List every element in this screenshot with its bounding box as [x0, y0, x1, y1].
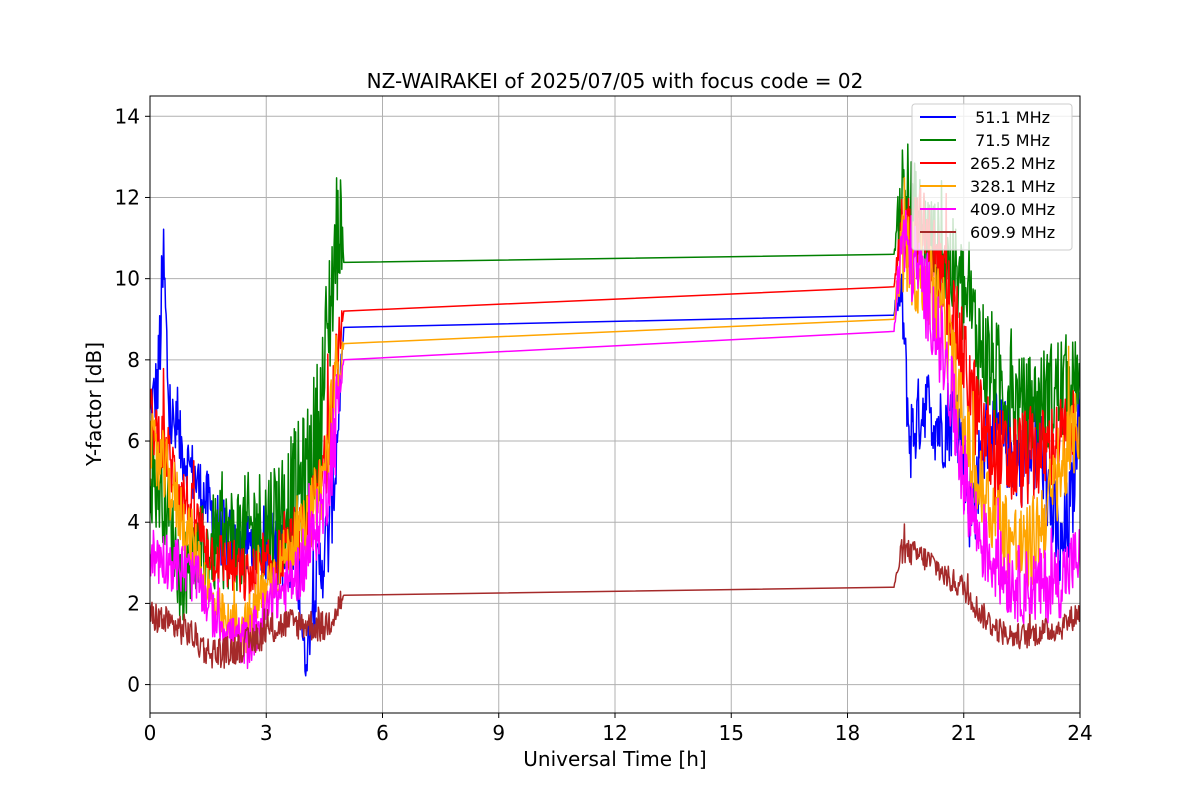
- x-tick-label: 3: [260, 721, 273, 745]
- x-tick-label: 15: [719, 721, 744, 745]
- y-tick-label: 14: [115, 104, 140, 128]
- series-line: [150, 209, 1080, 670]
- y-tick-label: 8: [127, 348, 140, 372]
- y-tick-label: 2: [127, 591, 140, 615]
- y-tick-label: 0: [127, 673, 140, 697]
- x-axis-label: Universal Time [h]: [523, 747, 706, 771]
- legend-entry-label: 409.0 MHz: [970, 200, 1055, 219]
- x-tick-label: 12: [602, 721, 627, 745]
- plot-series: [150, 143, 1080, 677]
- y-tick-label: 10: [115, 267, 140, 291]
- legend: 51.1 MHz 71.5 MHz 265.2 MHz 328.1 MHz 409.0…: [911, 103, 1073, 251]
- chart-title: NZ-WAIRAKEI of 2025/07/05 with focus cod…: [367, 69, 864, 93]
- x-tick-label: 6: [376, 721, 389, 745]
- legend-entry-label: 265.2 MHz: [970, 154, 1055, 173]
- series-line: [150, 187, 1080, 605]
- y-tick-label: 12: [115, 185, 140, 209]
- legend-entry-label: 71.5 MHz: [970, 131, 1050, 150]
- x-tick-label: 24: [1067, 721, 1092, 745]
- x-tick-label: 21: [951, 721, 976, 745]
- y-axis-label: Y-factor [dB]: [82, 342, 106, 467]
- y-tick-label: 6: [127, 429, 140, 453]
- legend-entry-label: 609.9 MHz: [970, 223, 1055, 242]
- x-tick-label: 0: [144, 721, 157, 745]
- legend-entry-label: 328.1 MHz: [970, 177, 1055, 196]
- series-line: [150, 143, 1080, 621]
- series-line: [150, 523, 1080, 669]
- x-tick-label: 18: [835, 721, 860, 745]
- legend-entry-label: 51.1 MHz: [970, 108, 1050, 127]
- y-tick-label: 4: [127, 510, 140, 534]
- x-tick-label: 9: [492, 721, 505, 745]
